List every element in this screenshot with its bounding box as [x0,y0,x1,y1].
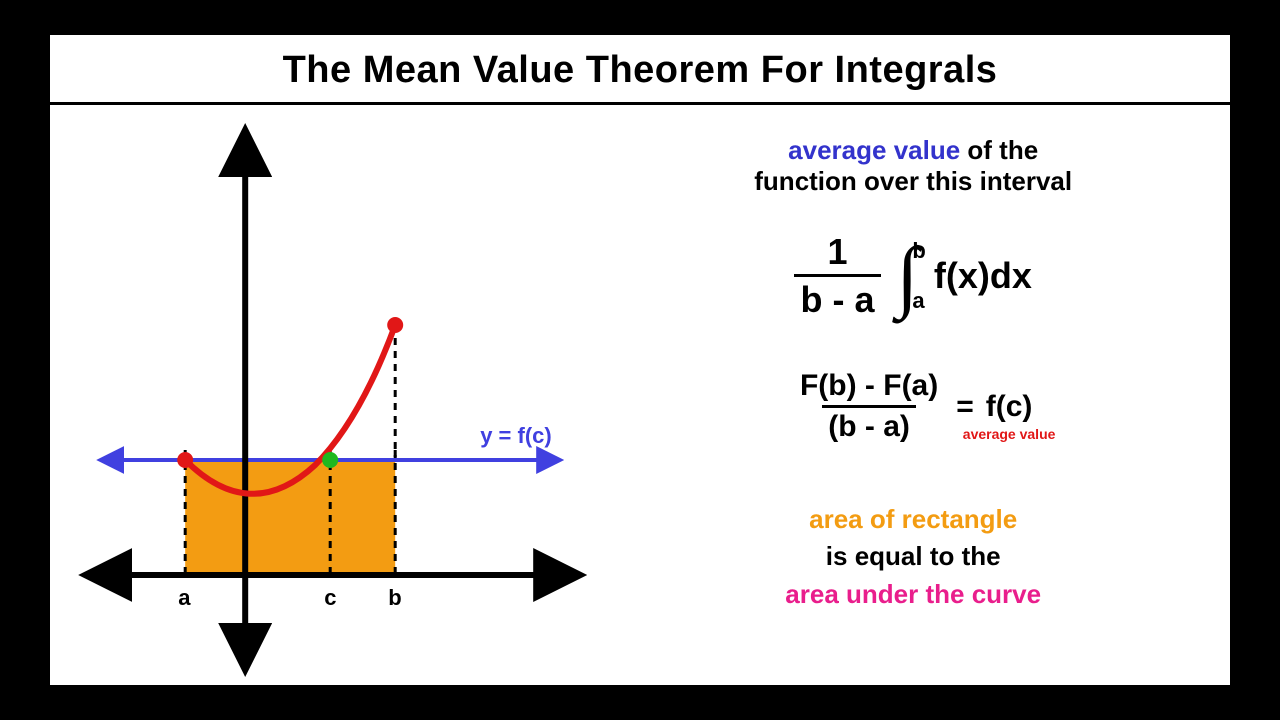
area-rectangle [185,460,395,575]
integrand: f(x)dx [934,255,1032,297]
slide: The Mean Value Theorem For Integrals [50,35,1230,685]
mvt-graph: y = f(c) a c b [50,105,616,685]
integral-limits: b a [912,240,925,312]
label-a: a [178,585,191,610]
frac-num: 1 [821,231,853,274]
integral-block: ∫ b a f(x)dx [897,240,1032,312]
avg-rest: of the [960,135,1038,165]
avg-line2: function over this interval [754,166,1072,196]
equal-to-text: is equal to the [826,541,1001,571]
equals-sign: = [956,390,974,424]
avg-value-text: average value [788,135,960,165]
area-statement: area of rectangle is equal to the area u… [626,501,1200,614]
f2-den: (b - a) [822,405,916,445]
content: y = f(c) a c b average value of the func… [50,105,1230,685]
area-curve-text: area under the curve [785,579,1041,609]
fraction-Fb-Fa: F(b) - F(a) (b - a) [794,369,944,445]
formula-average-integral: 1 b - a ∫ b a f(x)dx [626,231,1200,321]
formula-ftc: F(b) - F(a) (b - a) = f(c) average value [626,369,1200,445]
label-b: b [388,585,401,610]
fc-wrap: f(c) average value [986,390,1033,424]
avg-label-small: average value [963,426,1056,442]
page-title: The Mean Value Theorem For Integrals [50,49,1230,92]
limit-lower: a [912,290,924,312]
avg-value-heading: average value of the function over this … [626,135,1200,197]
area-rect-text: area of rectangle [809,504,1017,534]
title-bar: The Mean Value Theorem For Integrals [50,35,1230,105]
label-c: c [324,585,336,610]
point-b [387,317,403,333]
point-c [322,452,338,468]
point-a [177,452,193,468]
fraction-1-over-bminusa: 1 b - a [794,231,880,321]
graph-panel: y = f(c) a c b [50,105,616,685]
limit-upper: b [912,240,925,262]
f2-rhs: f(c) [986,390,1033,423]
yfc-label: y = f(c) [480,423,552,448]
text-panel: average value of the function over this … [616,105,1230,685]
frac-den: b - a [794,274,880,320]
f2-num: F(b) - F(a) [794,369,944,406]
